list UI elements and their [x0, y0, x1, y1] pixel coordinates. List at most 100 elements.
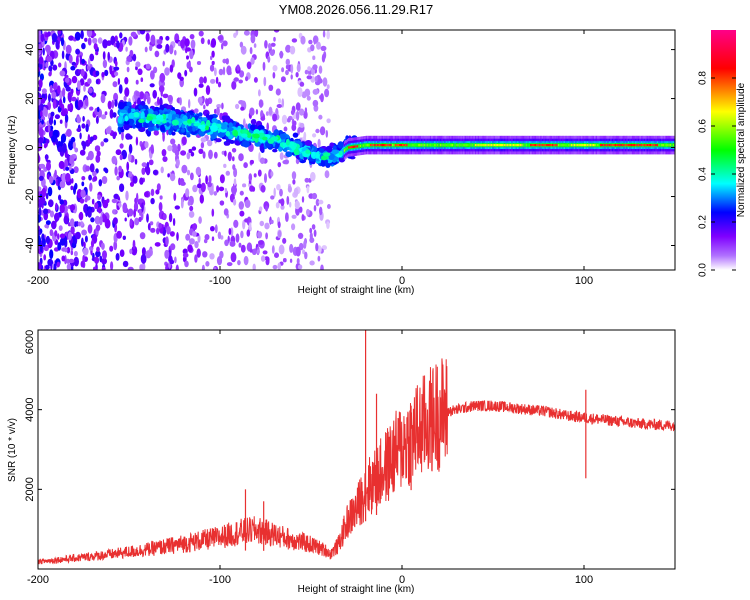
noise-cell — [102, 213, 106, 220]
noise-cell — [295, 72, 299, 78]
noise-cell — [47, 31, 51, 37]
noise-cell — [169, 64, 174, 73]
noise-cell — [168, 212, 173, 223]
noise-cell — [67, 104, 71, 112]
band-core-cell — [383, 144, 385, 147]
noise-cell — [128, 36, 133, 46]
noise-cell — [68, 54, 73, 64]
noise-cell — [93, 266, 97, 270]
y-tick-label: -20 — [24, 189, 36, 205]
noise-cell — [304, 177, 310, 183]
noise-cell — [95, 70, 100, 77]
noise-cell — [169, 44, 174, 55]
noise-cell — [57, 85, 61, 95]
noise-cell — [174, 149, 180, 157]
ridge-cell — [331, 149, 339, 155]
band-core-cell — [534, 144, 537, 147]
noise-cell — [240, 244, 246, 253]
band-core-cell — [559, 144, 561, 147]
noise-cell — [197, 234, 201, 243]
noise-cell — [104, 168, 109, 174]
noise-cell — [111, 155, 117, 165]
noise-cell — [180, 150, 187, 156]
noise-cell — [48, 175, 54, 184]
ridge-highlight-cell — [138, 118, 145, 124]
band-core-cell — [643, 144, 646, 147]
noise-cell — [311, 224, 316, 230]
noise-cell — [181, 164, 188, 174]
band-core-cell — [568, 144, 570, 147]
y-tick-label: 20 — [24, 92, 36, 104]
ridge-highlight-cell — [191, 116, 196, 124]
noise-cell — [43, 208, 49, 215]
ridge-cell — [143, 122, 149, 129]
band-core-cell — [637, 144, 640, 147]
band-core-cell — [640, 144, 643, 147]
noise-cell — [44, 224, 49, 229]
band-core-cell — [358, 145, 360, 148]
noise-cell — [83, 203, 89, 214]
noise-cell — [222, 58, 227, 64]
noise-cell — [272, 65, 278, 72]
noise-cell — [61, 255, 66, 262]
band-core-cell — [400, 144, 403, 147]
noise-cell — [81, 229, 87, 236]
band-core-cell — [397, 144, 400, 147]
band-core-cell — [519, 144, 522, 147]
band-core-cell — [412, 144, 414, 147]
noise-cell — [282, 160, 289, 165]
noise-cell — [155, 189, 160, 195]
noise-cell — [95, 154, 101, 163]
noise-cell — [64, 247, 68, 253]
noise-cell — [52, 82, 57, 90]
noise-cell — [257, 169, 262, 177]
noise-cell — [201, 264, 205, 270]
noise-cell — [128, 135, 133, 140]
noise-cell — [311, 192, 318, 200]
noise-cell — [179, 97, 182, 106]
colorbar-tick-label: 0.0 — [698, 263, 709, 277]
noise-cell — [207, 139, 213, 147]
snr-ylabel: SNR (10 * v/v) — [7, 418, 18, 482]
band-core-cell — [474, 144, 477, 147]
noise-cell — [308, 39, 313, 45]
band-core-cell — [614, 144, 617, 147]
noise-cell — [282, 258, 287, 263]
noise-cell — [129, 181, 135, 187]
ridge-highlight-cell — [233, 130, 238, 137]
noise-cell — [180, 198, 184, 209]
noise-cell — [184, 38, 190, 47]
noise-cell — [231, 185, 237, 195]
colorbar-label: Normalized spectral amplitude — [736, 82, 747, 217]
noise-cell — [217, 35, 224, 41]
ridge-cell — [171, 107, 176, 112]
noise-cell — [166, 225, 171, 235]
noise-cell — [139, 91, 145, 100]
ridge-highlight-cell — [311, 151, 316, 157]
noise-cell — [254, 30, 259, 37]
ridge-cell — [165, 119, 172, 124]
noise-cell — [141, 202, 144, 212]
band-core-cell — [426, 144, 429, 147]
noise-cell — [38, 214, 41, 223]
noise-cell — [175, 158, 180, 167]
noise-cell — [156, 44, 163, 49]
snr-axes: -200 -100 0 100 2000 4000 6000 — [24, 329, 675, 586]
noise-cell — [98, 179, 103, 187]
band-core-cell — [438, 144, 440, 147]
noise-cell — [273, 36, 276, 42]
noise-cell — [275, 202, 280, 209]
noise-cell — [63, 215, 69, 225]
noise-cell — [249, 107, 255, 116]
noise-cell — [69, 218, 75, 228]
band-core-cell — [415, 144, 417, 147]
noise-cell — [110, 35, 116, 46]
noise-cell — [301, 196, 305, 203]
noise-cell — [253, 43, 257, 48]
noise-cell — [136, 192, 139, 203]
noise-cell — [137, 198, 144, 203]
band-core-cell — [664, 144, 666, 147]
noise-cell — [94, 215, 101, 225]
noise-cell — [145, 32, 150, 42]
ridge-cell — [228, 122, 233, 129]
